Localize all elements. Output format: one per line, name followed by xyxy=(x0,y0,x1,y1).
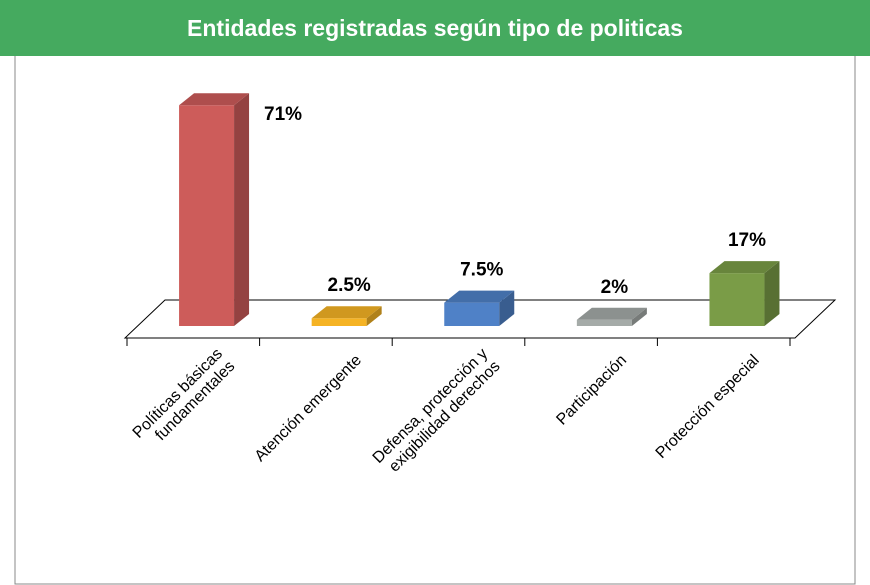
bar-face xyxy=(311,318,367,326)
bar-face xyxy=(311,306,382,319)
bar-face xyxy=(366,306,382,326)
bar-face xyxy=(179,93,250,106)
data-label: 2.5% xyxy=(328,275,371,296)
chart-title: Entidades registradas según tipo de poli… xyxy=(187,15,683,41)
data-label: 7.5% xyxy=(460,260,503,281)
bar-face xyxy=(444,290,515,303)
bar-face xyxy=(234,93,250,326)
bar-face xyxy=(576,319,632,326)
data-label: 17% xyxy=(728,230,766,251)
bar-face xyxy=(179,105,235,326)
bar-face xyxy=(499,290,515,326)
bar xyxy=(709,261,780,326)
bar-face xyxy=(631,307,647,326)
bar xyxy=(444,290,515,326)
header xyxy=(0,0,870,56)
bar-face xyxy=(576,307,647,320)
bar xyxy=(179,93,250,326)
data-label: 2% xyxy=(601,277,629,298)
bar xyxy=(576,307,647,326)
bar-face xyxy=(709,261,780,274)
bar xyxy=(311,306,382,326)
data-label: 71% xyxy=(264,104,302,125)
bar-face xyxy=(709,273,765,326)
bar-face xyxy=(444,302,500,326)
bar-face xyxy=(764,261,780,326)
